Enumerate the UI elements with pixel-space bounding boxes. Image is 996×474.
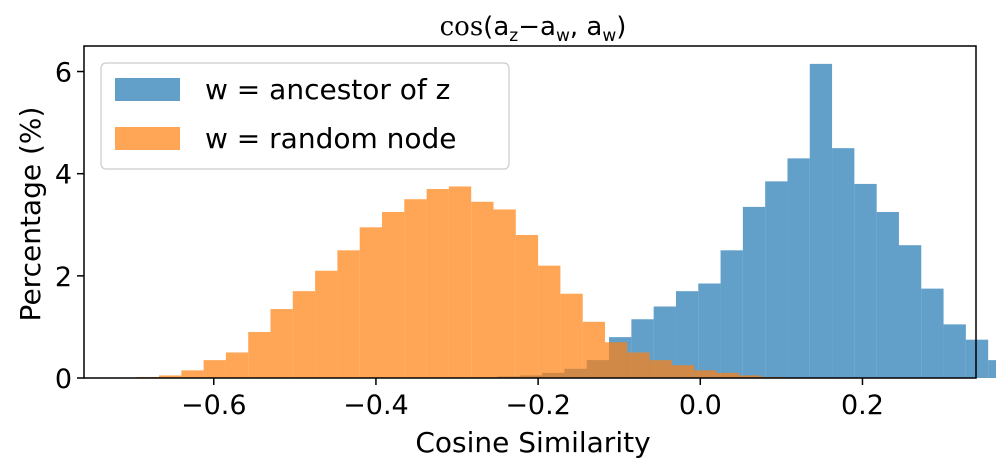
legend: w = ancestor of z w = random node — [100, 62, 510, 170]
histogram-bar — [404, 199, 427, 378]
legend-label-random: w = random node — [205, 122, 457, 155]
x-axis-ticks: −0.6 −0.4 −0.2 0.0 0.2 — [181, 378, 884, 421]
histogram-bar — [181, 370, 204, 378]
histogram-bar — [832, 148, 855, 378]
histogram-bar — [560, 293, 583, 378]
histogram-bar — [921, 288, 944, 378]
histogram-bar — [854, 183, 877, 378]
x-tick-label: 0.0 — [679, 390, 722, 421]
histogram-bar — [582, 321, 606, 378]
histogram-bar — [538, 265, 561, 378]
histogram-bar — [337, 250, 360, 378]
plot-frame — [83, 45, 977, 379]
histogram-bar — [694, 370, 717, 378]
histogram-bar — [742, 206, 766, 378]
y-tick-label: 2 — [55, 262, 72, 293]
y-tick-label: 0 — [55, 364, 72, 395]
histogram-bar — [203, 360, 226, 378]
histogram-bar — [943, 324, 966, 378]
histogram-bar — [493, 209, 516, 378]
x-axis-label: Cosine Similarity — [415, 426, 650, 459]
chart-title: cos(az−aw, aw) — [440, 12, 627, 46]
y-axis-label: Percentage (%) — [14, 107, 47, 322]
histogram-bar — [898, 245, 922, 378]
legend-swatch-ancestor — [115, 78, 180, 101]
histogram-bar — [671, 365, 695, 378]
histogram-bar — [675, 291, 699, 378]
histogram-bar — [649, 360, 672, 378]
histogram-bar — [225, 352, 249, 378]
histogram-bar — [988, 360, 996, 378]
histogram-bar — [716, 372, 739, 378]
histogram-bar — [382, 212, 405, 378]
histogram-bar — [426, 189, 449, 378]
y-tick-label: 6 — [55, 58, 72, 89]
histogram-bar — [809, 63, 833, 378]
ancestor-series-bars — [475, 63, 996, 378]
legend-label-ancestor: w = ancestor of z — [205, 73, 450, 106]
random-series-bars — [136, 186, 806, 378]
histogram-bar — [965, 339, 989, 378]
histogram-bar — [471, 201, 494, 378]
histogram-bar — [448, 186, 472, 378]
histogram-bar — [270, 309, 293, 378]
histogram-bar — [787, 158, 810, 378]
x-tick-label: −0.6 — [181, 390, 247, 421]
histogram-bar — [720, 250, 743, 378]
histogram-bar — [698, 283, 721, 378]
histogram-bar — [248, 332, 271, 378]
histogram-bar — [359, 227, 383, 378]
histogram-bar — [738, 375, 762, 378]
histogram-bar — [627, 352, 650, 378]
histogram-bar — [876, 212, 899, 378]
x-tick-label: −0.2 — [505, 390, 571, 421]
legend-box — [100, 62, 510, 170]
y-tick-label: 4 — [55, 160, 72, 191]
y-axis-ticks: 0 2 4 6 — [55, 58, 84, 395]
histogram-bar — [515, 234, 539, 378]
x-tick-label: −0.4 — [343, 390, 409, 421]
histogram-bar — [292, 291, 316, 378]
histogram-bar — [159, 375, 182, 378]
legend-swatch-random — [115, 127, 180, 150]
histogram-bar — [765, 181, 788, 378]
histogram-bar — [605, 342, 628, 378]
x-tick-label: 0.2 — [841, 390, 884, 421]
histogram-bar — [315, 270, 338, 378]
